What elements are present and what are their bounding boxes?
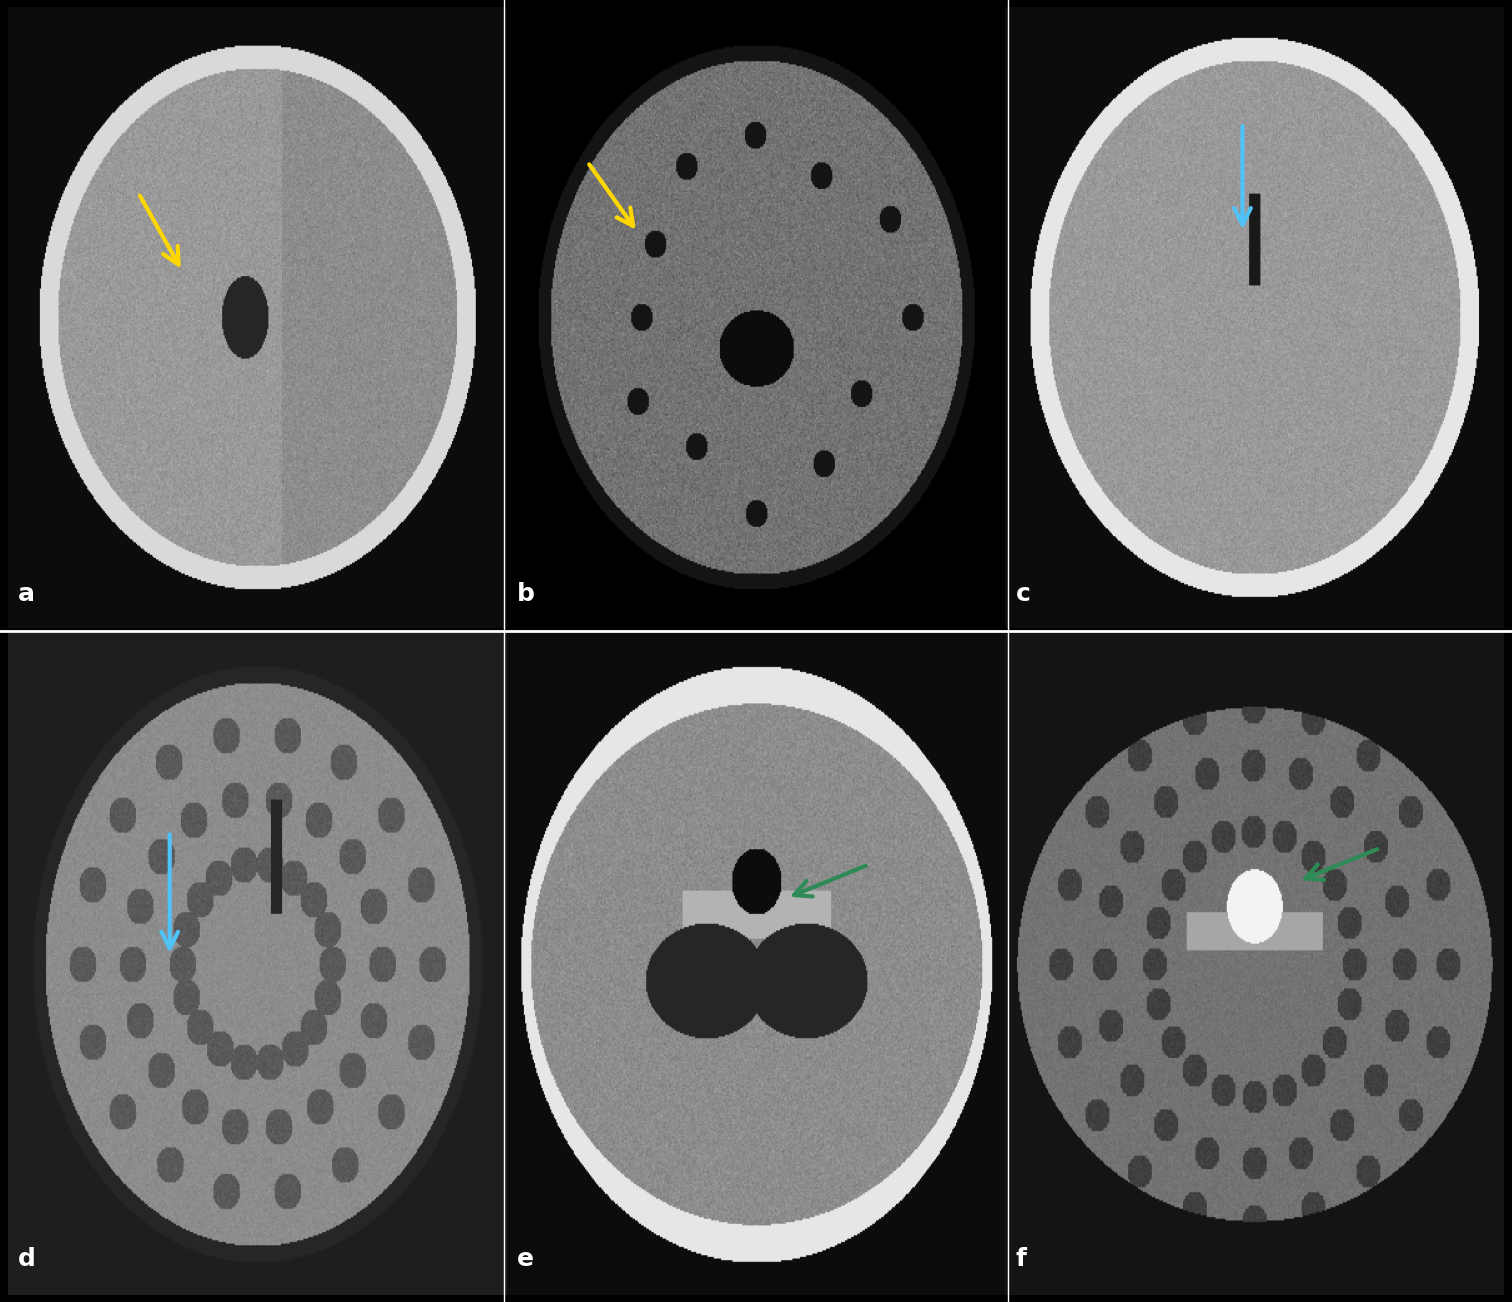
- Text: a: a: [18, 582, 35, 605]
- Text: d: d: [18, 1246, 35, 1271]
- Text: b: b: [517, 582, 534, 605]
- Text: c: c: [1016, 582, 1030, 605]
- Text: e: e: [517, 1246, 534, 1271]
- Text: f: f: [1016, 1246, 1027, 1271]
